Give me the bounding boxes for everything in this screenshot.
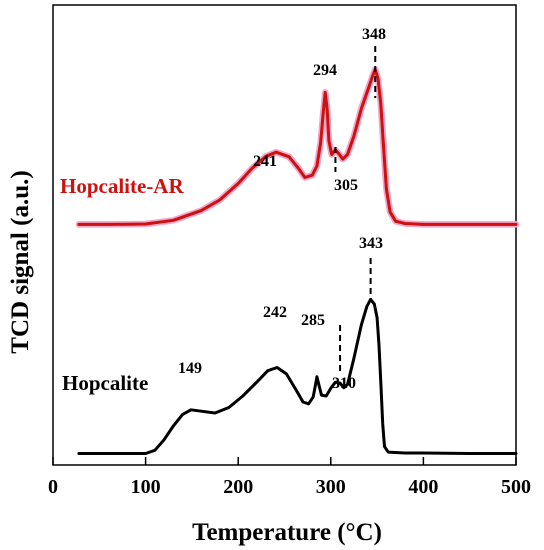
peak-label-305: 305 bbox=[334, 177, 358, 194]
series-label-hopcalite: Hopcalite bbox=[62, 371, 148, 395]
series-line-hopcalite bbox=[77, 297, 518, 455]
series-glow-hopcalite-ar bbox=[75, 66, 520, 228]
peak-label-149: 149 bbox=[178, 360, 202, 377]
x-tick-label: 400 bbox=[408, 476, 438, 498]
y-axis-title: TCD signal (a.u.) bbox=[7, 170, 34, 353]
x-tick-label: 500 bbox=[501, 476, 531, 498]
plot-frame bbox=[52, 4, 517, 466]
x-tick-label: 300 bbox=[316, 476, 346, 498]
x-axis-title: Temperature (°C) bbox=[192, 519, 382, 546]
peak-label-241: 241 bbox=[253, 153, 277, 170]
peak-label-285: 285 bbox=[301, 312, 325, 329]
x-tick-label: 100 bbox=[131, 476, 161, 498]
x-tick-label: 0 bbox=[48, 476, 58, 498]
x-tick-label: 200 bbox=[223, 476, 253, 498]
peak-label-242: 242 bbox=[263, 304, 287, 321]
peak-label-343: 343 bbox=[359, 235, 383, 252]
series-line-hopcalite-ar bbox=[77, 67, 518, 226]
series-label-hopcalite-ar: Hopcalite-AR bbox=[60, 174, 184, 198]
peak-label-310: 310 bbox=[332, 375, 356, 392]
peak-label-294: 294 bbox=[313, 62, 337, 79]
peak-label-348: 348 bbox=[362, 26, 386, 43]
